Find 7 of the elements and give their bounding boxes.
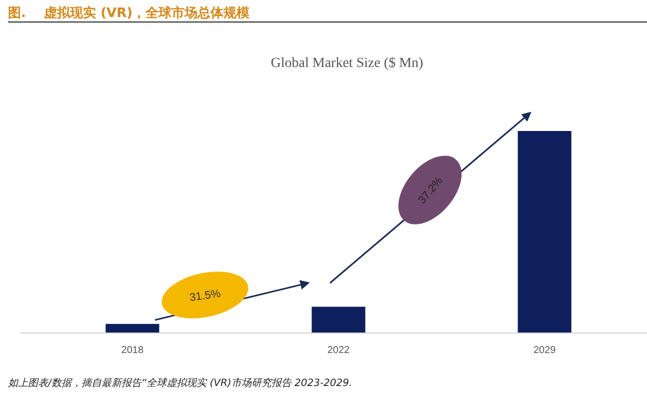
x-tick-label: 2022 (327, 345, 350, 356)
chart-subtitle: Global Market Size ($ Mn) (270, 56, 424, 71)
text: 如上图表/数据，摘自最新报告“全球虚拟现实 (VR)市场研究报告 2023-2029. (7, 377, 352, 389)
x-tick-label: 2029 (533, 345, 556, 356)
annotation: 31.5% (188, 288, 222, 304)
x-tick-label: 2018 (121, 345, 144, 356)
chart-title: 图. 虚拟现实 (VR)，全球市场总体规模 (8, 5, 250, 21)
